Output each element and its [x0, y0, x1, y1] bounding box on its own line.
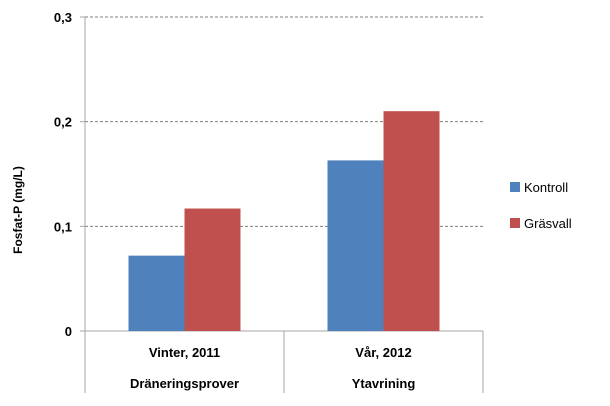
y-tick-label: 0,3: [54, 10, 72, 25]
bar-kontroll-1: [128, 255, 185, 331]
legend-swatch-gräsvall: [510, 218, 520, 228]
bar-gräsvall-2: [383, 111, 440, 331]
y-tick-label: 0: [65, 324, 72, 339]
legend-label-kontroll: Kontroll: [524, 180, 568, 195]
legend: Kontroll Gräsvall: [510, 180, 572, 231]
legend-label-gräsvall: Gräsvall: [524, 216, 572, 231]
group-label: Dräneringsprover: [130, 376, 239, 391]
y-tick-labels: 0 0,1 0,2 0,3: [54, 10, 72, 339]
legend-swatch-kontroll: [510, 182, 520, 192]
category-label: Vinter, 2011: [149, 345, 220, 360]
category-labels: Vinter, 2011 Dräneringsprover Vår, 2012 Yta…: [130, 345, 415, 391]
y-tick-label: 0,1: [54, 219, 72, 234]
group-label: Ytavrining: [352, 376, 416, 391]
bar-kontroll-2: [327, 160, 384, 331]
y-axis-label: Fosfat-P (mg/L): [11, 166, 25, 254]
y-tick-label: 0,2: [54, 115, 72, 130]
bar-gräsvall-1: [184, 208, 241, 331]
bars: [128, 111, 440, 331]
category-label: Vår, 2012: [355, 345, 411, 360]
